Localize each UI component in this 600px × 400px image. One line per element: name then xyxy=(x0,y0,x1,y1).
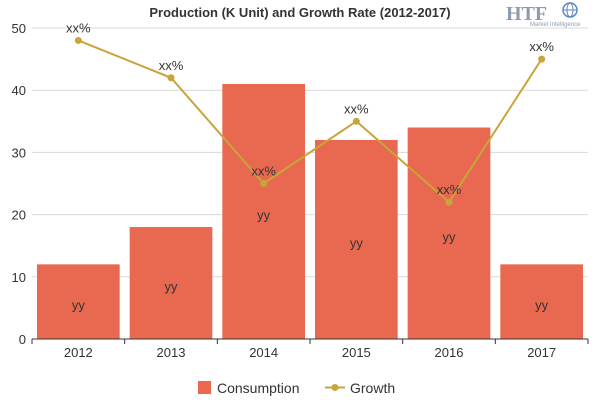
x-tick-label: 2014 xyxy=(249,345,278,360)
line-point xyxy=(167,74,175,82)
x-tick-label: 2017 xyxy=(527,345,556,360)
bar xyxy=(500,264,583,339)
x-axis: 2012 2013 2014 2015 2016 2017 xyxy=(31,338,589,360)
line-series: xx% xx% xx% xx% xx% xx% xyxy=(66,20,554,206)
bar xyxy=(407,127,491,340)
line-point xyxy=(352,117,360,125)
y-tick-label: 30 xyxy=(12,145,26,160)
line-data-label: xx% xyxy=(344,101,369,116)
x-tick-label: 2016 xyxy=(435,345,464,360)
logo-text: HTF xyxy=(506,3,547,25)
y-tick-label: 50 xyxy=(12,21,26,36)
logo-subtext: Market Intelligence xyxy=(530,22,581,28)
chart-title: Production (K Unit) and Growth Rate (201… xyxy=(149,5,450,20)
legend-swatch-growth-marker xyxy=(331,384,339,391)
line-point xyxy=(538,55,546,63)
bar xyxy=(222,83,305,339)
line-data-label: xx% xyxy=(66,20,91,35)
x-tick-label: 2013 xyxy=(157,345,186,360)
bar-data-label: yy xyxy=(535,298,549,313)
line-data-label: xx% xyxy=(251,164,276,179)
globe-icon xyxy=(562,2,578,18)
y-tick-label: 0 xyxy=(19,332,26,347)
series-line xyxy=(77,39,543,204)
line-point xyxy=(445,198,453,206)
bar-data-label: yy xyxy=(350,235,364,250)
y-tick-label: 40 xyxy=(12,83,26,98)
legend-label-growth: Growth xyxy=(350,380,395,396)
bar-data-label: yy xyxy=(443,229,457,244)
legend-label-consumption: Consumption xyxy=(217,380,300,396)
bar-data-label: yy xyxy=(165,279,179,294)
bar-data-label: yy xyxy=(72,298,86,313)
line-point xyxy=(260,180,268,187)
bar-data-label: yy xyxy=(257,207,271,222)
y-axis: 0 10 20 30 40 50 xyxy=(12,21,26,347)
line-data-label: xx% xyxy=(159,58,184,73)
legend: Consumption Growth xyxy=(198,380,395,396)
bar xyxy=(129,227,213,339)
bar xyxy=(315,139,398,339)
line-data-label: xx% xyxy=(437,182,462,197)
x-tick-label: 2015 xyxy=(342,345,371,360)
logo: HTF Market Intelligence xyxy=(506,2,581,28)
bar xyxy=(37,264,120,339)
bar-series: yy yy yy yy yy yy xyxy=(37,83,583,340)
line-data-label: xx% xyxy=(529,39,554,54)
y-tick-label: 10 xyxy=(12,270,26,285)
line-point xyxy=(74,36,82,44)
y-tick-label: 20 xyxy=(12,208,26,223)
x-tick-label: 2012 xyxy=(64,345,93,360)
legend-swatch-consumption xyxy=(198,381,211,394)
